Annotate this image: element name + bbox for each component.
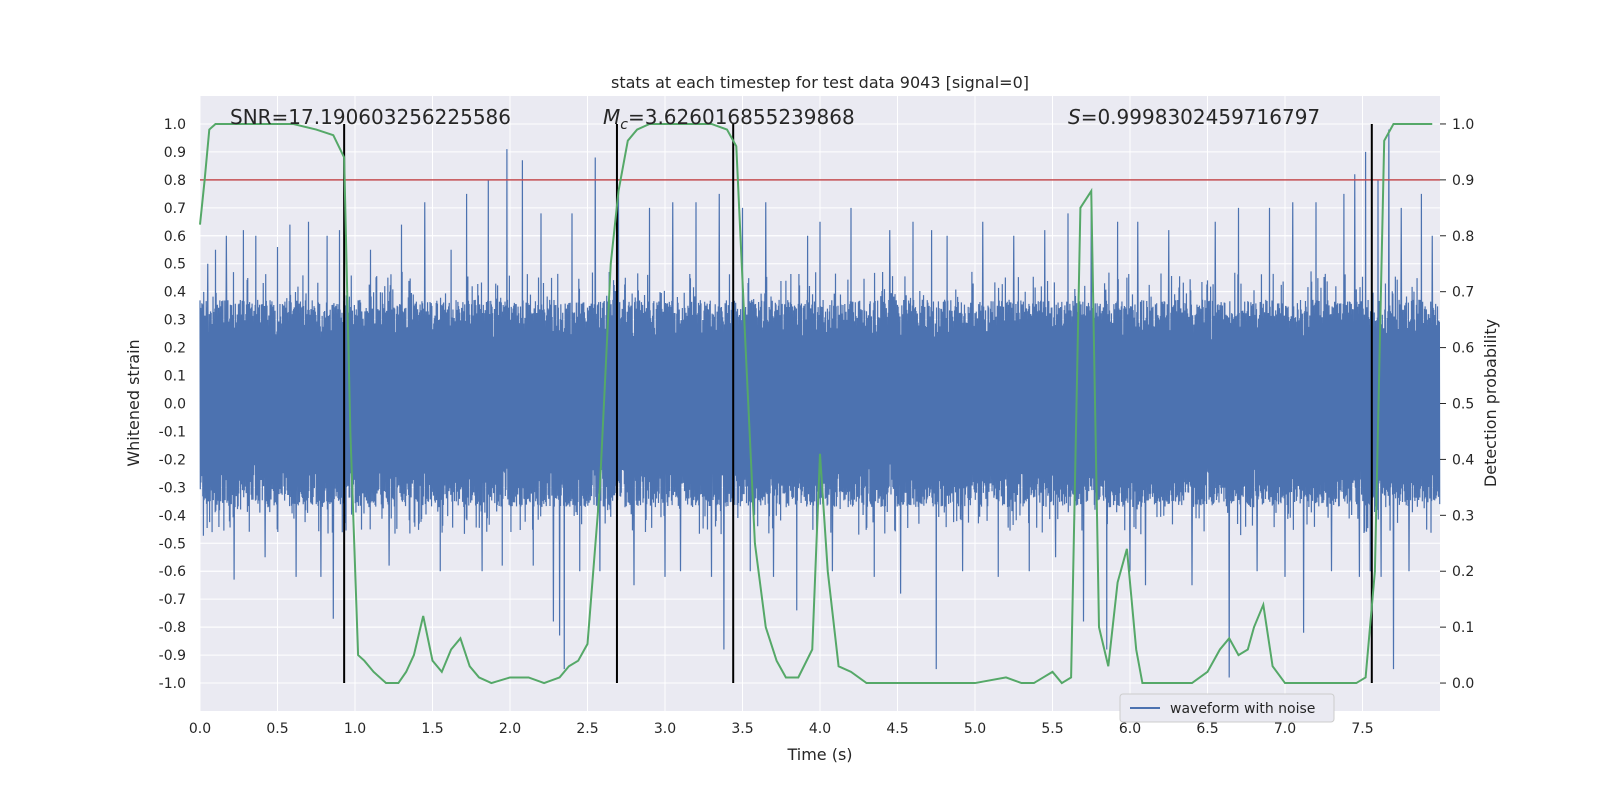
- y2-tick-label: 0.2: [1452, 564, 1474, 580]
- chart-title: stats at each timestep for test data 904…: [611, 73, 1029, 92]
- x-tick-label: 6.0: [1119, 721, 1141, 737]
- y-axis-label: Whitened strain: [124, 339, 143, 466]
- y-tick-label: -0.3: [159, 480, 186, 496]
- y-tick-label: -0.1: [159, 424, 186, 440]
- s-symbol: S: [1068, 105, 1081, 129]
- x-tick-label: 1.0: [344, 721, 366, 737]
- x-tick-label: 7.0: [1274, 721, 1296, 737]
- y-tick-label: -0.5: [159, 536, 186, 552]
- y-tick-label: 0.1: [164, 369, 186, 385]
- x-tick-label: 2.5: [576, 721, 598, 737]
- y-tick-label: 0.7: [164, 201, 186, 217]
- y-tick-labels: -1.0 -0.9 -0.8 -0.7 -0.6 -0.5 -0.4 -0.3 -0.2 -0.1…: [159, 117, 186, 692]
- y2-tick-label: 0.7: [1452, 285, 1474, 301]
- y2-tick-label: 0.4: [1452, 452, 1474, 468]
- mc-symbol: M: [603, 105, 620, 129]
- y-tick-label: 0.4: [164, 285, 186, 301]
- y-tick-label: -0.8: [159, 620, 186, 636]
- y2-tick-label: 1.0: [1452, 117, 1474, 133]
- x-tick-label: 0.0: [189, 721, 211, 737]
- y2-tick-labels: 0.0 0.1 0.2 0.3 0.4 0.5 0.6 0.7 0.8 0.9 1.0: [1440, 117, 1474, 692]
- y-tick-label: 0.8: [164, 173, 186, 189]
- x-axis-label: Time (s): [786, 745, 852, 764]
- x-tick-label: 4.5: [886, 721, 908, 737]
- x-tick-label: 5.5: [1041, 721, 1063, 737]
- legend-box: [1119, 693, 1335, 723]
- x-tick-label: 4.0: [809, 721, 831, 737]
- y-tick-label: -0.6: [159, 564, 186, 580]
- y2-tick-label: 0.0: [1452, 676, 1474, 692]
- x-tick-label: 7.5: [1351, 721, 1373, 737]
- probability-line: [199, 122, 1433, 685]
- x-tick-label: 3.5: [731, 721, 753, 737]
- y2-tick-label: 0.5: [1452, 397, 1474, 413]
- waveform-series: [199, 129, 1441, 678]
- vertical-markers: [343, 123, 1373, 684]
- y2-tick-label: 0.1: [1452, 620, 1474, 636]
- y-tick-label: -1.0: [159, 676, 186, 692]
- x-tick-label: 0.5: [266, 721, 288, 737]
- x-tick-label: 1.5: [421, 721, 443, 737]
- legend-entry-waveform: waveform with noise: [1170, 701, 1315, 717]
- y-tick-label: 0.3: [164, 313, 186, 329]
- waveform-line: [199, 129, 1441, 678]
- mc-annotation: Mc=3.626016855239868: [603, 105, 855, 133]
- y-tick-label: -0.4: [159, 508, 186, 524]
- mc-value: =3.626016855239868: [628, 105, 855, 129]
- y2-tick-label: 0.9: [1452, 173, 1474, 189]
- y2-tick-label: 0.8: [1452, 229, 1474, 245]
- y2-axis-label: Detection probability: [1481, 319, 1500, 487]
- x-tick-label: 5.0: [964, 721, 986, 737]
- x-tick-labels: 0.0 0.5 1.0 1.5 2.0 2.5 3.0 3.5 4.0 4.5 5.0 5.5 6.0 6…: [189, 721, 1374, 737]
- x-tick-label: 6.5: [1196, 721, 1218, 737]
- mc-subscript: c: [620, 117, 628, 133]
- y-tick-label: 1.0: [164, 117, 186, 133]
- y-tick-label: 0.5: [164, 257, 186, 273]
- y-tick-label: -0.7: [159, 592, 186, 608]
- s-value: =0.9998302459716797: [1081, 105, 1320, 129]
- x-tick-label: 3.0: [654, 721, 676, 737]
- y2-tick-label: 0.6: [1452, 341, 1474, 357]
- y-tick-label: 0.0: [164, 397, 186, 413]
- s-annotation: S=0.9998302459716797: [1068, 105, 1320, 129]
- probability-series: [199, 122, 1433, 685]
- snr-annotation: SNR=17.190603256225586: [230, 105, 511, 129]
- legend: waveform with noise: [1119, 693, 1335, 723]
- y-tick-label: 0.2: [164, 341, 186, 357]
- y2-tick-label: 0.3: [1452, 508, 1474, 524]
- y-tick-label: 0.6: [164, 229, 186, 245]
- y-tick-label: 0.9: [164, 145, 186, 161]
- x-tick-label: 2.0: [499, 721, 521, 737]
- y-tick-label: -0.9: [159, 648, 186, 664]
- y-tick-label: -0.2: [159, 452, 186, 468]
